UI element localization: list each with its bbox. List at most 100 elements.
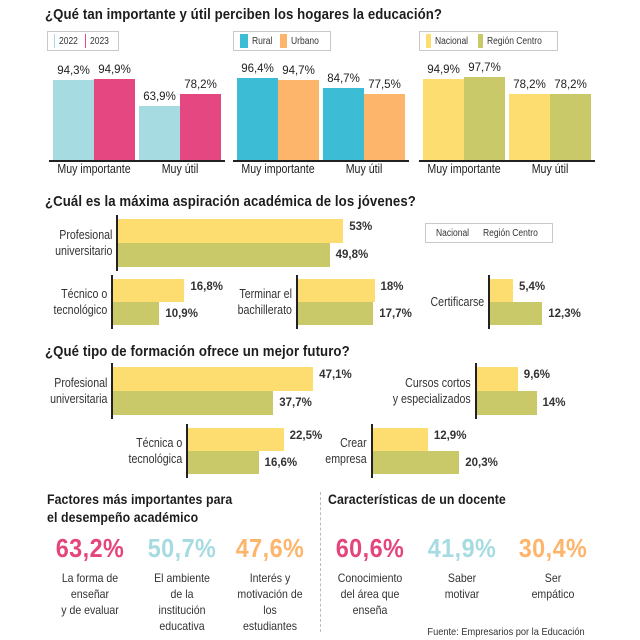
legend-label-nacional: Nacional (436, 227, 470, 239)
chart-baseline (419, 160, 595, 162)
bar-value-label: 97,7% (468, 61, 501, 74)
bar-nacional (477, 367, 518, 391)
bar-value-label: 77,5% (368, 79, 401, 92)
legend-swatch-nacional (426, 34, 431, 48)
legend-aspiracion: Nacional Región Centro (425, 223, 553, 243)
factor-value-1: 63,2% (55, 533, 125, 563)
bar-2023-muy-util (180, 93, 221, 160)
bar-value-label: 63,9% (143, 90, 176, 103)
bar-value-label: 14% (542, 397, 566, 409)
bar-nacional-muy-importante (423, 79, 464, 160)
legend-years: 2022 2023 (47, 31, 119, 51)
docente-value-3: 30,4% (518, 533, 588, 563)
category-label: Muy importante (57, 162, 131, 176)
chart-baseline (233, 160, 409, 162)
category-label: Muy importante (427, 162, 501, 176)
legend-label-2023: 2023 (89, 35, 109, 47)
docente-value-1: 60,6% (335, 533, 405, 563)
bar-región-centro (118, 243, 330, 267)
bar-value-label: 12,3% (548, 308, 581, 320)
bar-región-centro (113, 302, 160, 325)
bar-value-label: 53% (349, 221, 373, 233)
bar-value-label: 94,7% (282, 64, 315, 77)
bar-nacional (113, 367, 314, 391)
bar-región-centro (490, 302, 543, 325)
chart-axis (296, 275, 298, 329)
bar-value-label: 37,7% (279, 397, 312, 409)
bar-2022-muy-util (139, 105, 180, 160)
factor-desc-3: Interés y motivación de los estudiantes (237, 571, 303, 633)
row-label: Técnica o tecnológica (128, 436, 182, 466)
chart-axis (371, 424, 373, 478)
bar-value-label: 22,5% (289, 430, 323, 442)
section1-title: ¿Qué tan importante y útil perciben los … (45, 6, 443, 23)
bar-región-centro (373, 451, 460, 474)
row-label: Crear empresa (325, 436, 367, 466)
legend-area: Rural Urbano (233, 31, 331, 51)
chart-axis (111, 363, 113, 419)
docente-value-2: 41,9% (427, 533, 497, 563)
row-label: Terminar el bachillerato (237, 287, 292, 317)
bar-value-label: 84,7% (327, 73, 360, 85)
bar-región-centro (477, 391, 537, 415)
bar-value-label: 16,8% (190, 281, 223, 293)
bar-value-label: 78,2% (554, 78, 587, 91)
category-label: Muy útil (531, 162, 569, 176)
factores-title-line2: el desempeño académico (47, 509, 199, 525)
source-note: Fuente: Empresarios por la Educación (427, 626, 585, 638)
bar-urbano-muy-util (364, 94, 405, 160)
bar-nacional (188, 428, 284, 451)
row-label: Técnico o tecnológico (53, 287, 107, 317)
bar-value-label: 20,3% (465, 457, 498, 469)
factor-value-2: 50,7% (147, 533, 217, 563)
bar-urbano-muy-importante (278, 79, 319, 160)
bar-región-centro-muy-importante (464, 76, 505, 160)
bar-value-label: 18% (380, 281, 404, 293)
legend-swatch-urbano (279, 34, 288, 48)
bar-value-label: 16,6% (264, 457, 298, 469)
legend-label-region-centro: Región Centro (482, 227, 538, 239)
chart-axis (488, 275, 490, 329)
bar-2023-muy-importante (94, 79, 135, 160)
bar-rural-muy-importante (237, 78, 278, 160)
bar-nacional (113, 279, 185, 302)
legend-region: Nacional Región Centro (419, 31, 558, 51)
bar-nacional (373, 428, 428, 451)
factor-desc-1: La forma de enseñar y de evaluar (61, 571, 119, 617)
legend-label-nacional: Nacional (434, 35, 468, 47)
docente-desc-3: Ser empático (531, 571, 575, 601)
chart-baseline (49, 160, 225, 162)
legend-label-region-centro: Región Centro (486, 35, 542, 47)
chart-axis (111, 275, 113, 329)
category-label: Muy útil (345, 162, 383, 176)
row-label: Cursos cortos y especializados (393, 376, 471, 406)
legend-swatch-2023 (85, 34, 86, 48)
chart-axis (186, 424, 188, 478)
bar-región-centro (188, 451, 259, 474)
bar-región-centro-muy-util (550, 93, 591, 160)
legend-swatch-region-centro (477, 34, 483, 48)
row-label: Profesional universitario (54, 228, 112, 258)
legend-swatch-2022 (54, 34, 55, 48)
bar-value-label: 94,9% (427, 64, 460, 77)
bar-nacional-muy-util (509, 93, 550, 160)
bar-rural-muy-util (323, 88, 364, 160)
bar-value-label: 96,4% (241, 63, 274, 76)
docente-desc-2: Saber motivar (444, 571, 480, 601)
bar-value-label: 94,3% (57, 64, 90, 77)
legend-label-2022: 2022 (58, 35, 78, 47)
factores-title-line1: Factores más importantes para (47, 491, 233, 507)
row-label: Certificarse (430, 295, 484, 309)
bar-value-label: 78,2% (184, 78, 217, 91)
bar-nacional (298, 279, 375, 302)
bar-2022-muy-importante (53, 79, 94, 160)
bar-value-label: 78,2% (513, 78, 546, 91)
bar-value-label: 17,7% (379, 308, 412, 320)
category-label: Muy importante (241, 162, 315, 176)
bar-nacional (118, 219, 344, 243)
bar-value-label: 5,4% (518, 281, 546, 293)
docente-desc-1: Conocimiento del área que enseña (337, 571, 403, 617)
bar-value-label: 9,6% (523, 369, 551, 381)
category-label: Muy útil (161, 162, 199, 176)
bar-nacional (490, 279, 513, 302)
